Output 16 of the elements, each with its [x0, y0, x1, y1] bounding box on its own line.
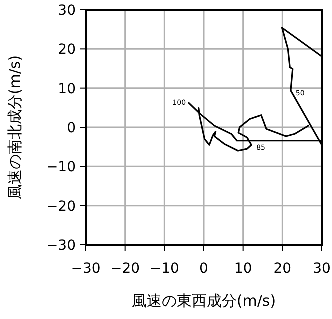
y-tick-label: 10: [58, 81, 76, 98]
x-tick-label: 10: [234, 261, 252, 277]
y-axis-title: 風速の南北成分(m/s): [6, 55, 24, 200]
y-tick-label: 20: [58, 42, 76, 58]
y-tick-label: −20: [46, 198, 76, 215]
x-tick-label: 30: [313, 261, 331, 277]
y-tick-label: 30: [58, 3, 76, 19]
x-tick-label: −20: [110, 261, 140, 277]
y-tick-label: −30: [46, 238, 76, 254]
y-tick-label: 0: [67, 120, 76, 136]
x-tick-label: 20: [274, 261, 292, 277]
x-axis-title: 風速の東西成分(m/s): [132, 292, 276, 310]
y-tick-label: −10: [46, 160, 76, 176]
x-tick-label: −10: [150, 261, 180, 277]
x-tick-label: 0: [200, 261, 208, 277]
x-tick-label: −30: [71, 261, 101, 277]
